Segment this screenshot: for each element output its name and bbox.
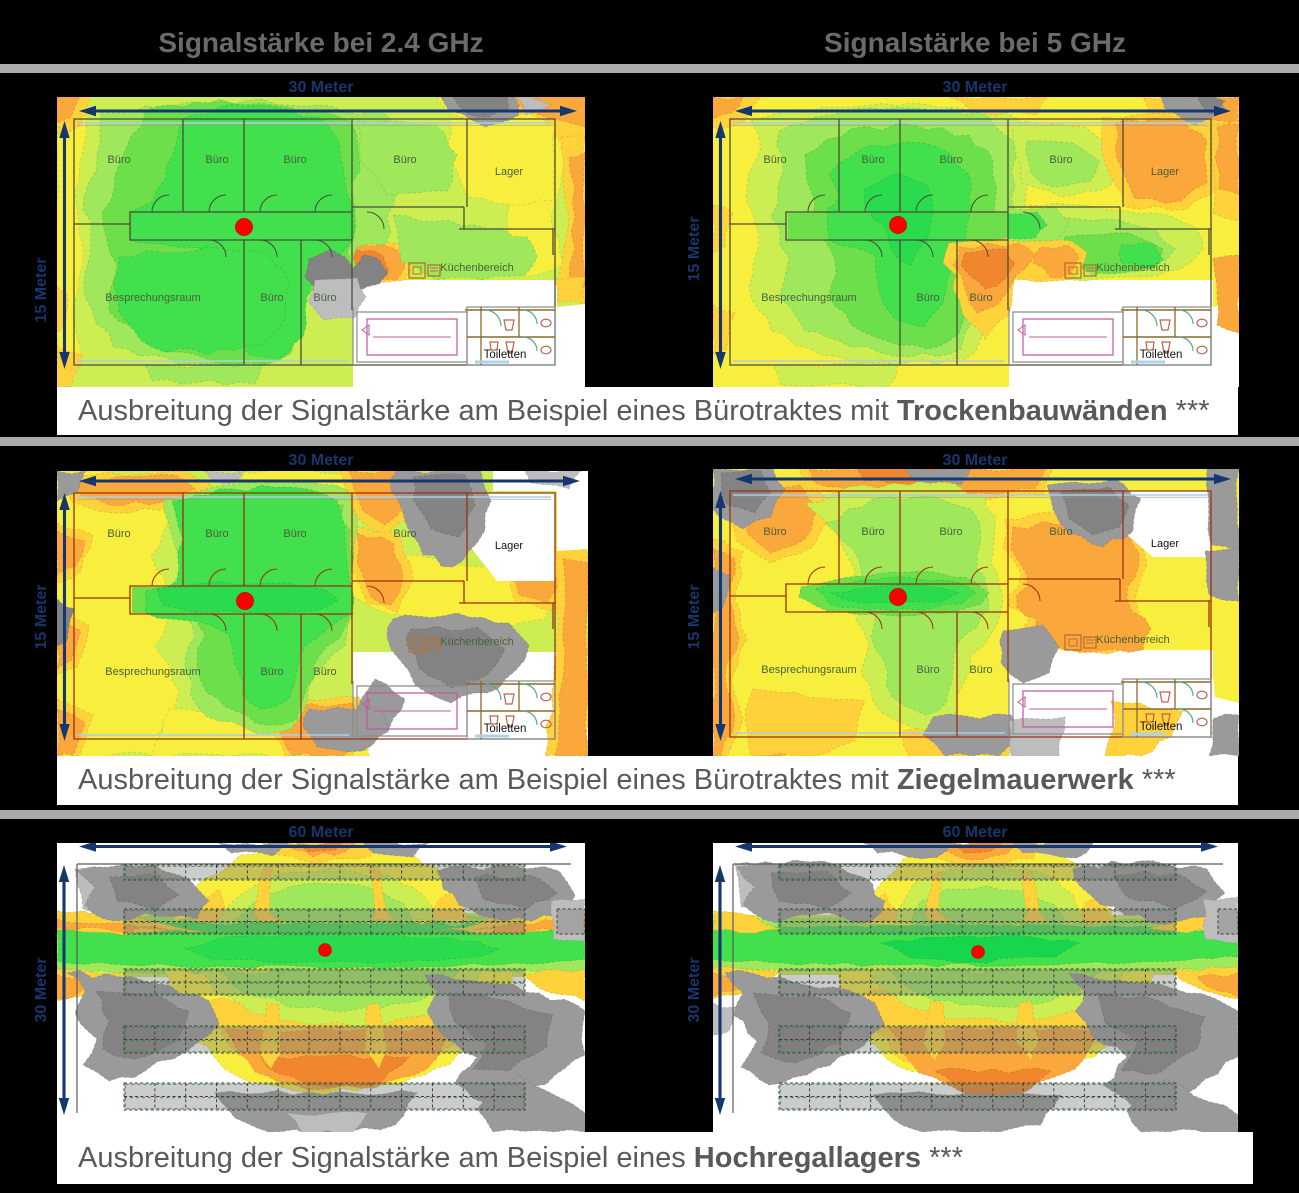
svg-text:Büro: Büro — [205, 528, 228, 540]
svg-text:Büro: Büro — [393, 528, 416, 540]
svg-text:Büro: Büro — [969, 292, 992, 304]
svg-text:Toiletten: Toiletten — [484, 723, 527, 735]
svg-text:Lager: Lager — [1151, 538, 1179, 550]
svg-text:Besprechungsraum: Besprechungsraum — [761, 292, 856, 304]
svg-text:Büro: Büro — [107, 154, 130, 166]
svg-text:Toiletten: Toiletten — [1140, 349, 1183, 361]
svg-text:Büro: Büro — [260, 666, 283, 678]
svg-text:Küchenbereich: Küchenbereich — [440, 262, 513, 274]
svg-text:Küchenbereich: Küchenbereich — [1096, 634, 1169, 646]
svg-text:Büro: Büro — [107, 528, 130, 540]
svg-text:Büro: Büro — [916, 664, 939, 676]
svg-text:Büro: Büro — [313, 666, 336, 678]
svg-text:Lager: Lager — [495, 166, 523, 178]
svg-text:Büro: Büro — [1049, 526, 1072, 538]
svg-text:Büro: Büro — [939, 526, 962, 538]
svg-text:Büro: Büro — [916, 292, 939, 304]
svg-text:Büro: Büro — [861, 154, 884, 166]
svg-text:Lager: Lager — [1151, 166, 1179, 178]
svg-text:Toiletten: Toiletten — [484, 349, 527, 361]
svg-text:Büro: Büro — [393, 154, 416, 166]
svg-text:Büro: Büro — [939, 154, 962, 166]
svg-text:Büro: Büro — [969, 664, 992, 676]
svg-text:Büro: Büro — [1049, 154, 1072, 166]
svg-text:Küchenbereich: Küchenbereich — [440, 636, 513, 648]
svg-text:Büro: Büro — [861, 526, 884, 538]
svg-text:Büro: Büro — [763, 526, 786, 538]
svg-text:Besprechungsraum: Besprechungsraum — [105, 292, 200, 304]
svg-text:Büro: Büro — [313, 292, 336, 304]
svg-text:Toiletten: Toiletten — [1140, 721, 1183, 733]
svg-text:Büro: Büro — [763, 154, 786, 166]
svg-text:Besprechungsraum: Besprechungsraum — [761, 664, 856, 676]
svg-text:Büro: Büro — [205, 154, 228, 166]
svg-text:Küchenbereich: Küchenbereich — [1096, 262, 1169, 274]
svg-text:Büro: Büro — [283, 528, 306, 540]
svg-text:Büro: Büro — [283, 154, 306, 166]
svg-text:Lager: Lager — [495, 540, 523, 552]
svg-text:Büro: Büro — [260, 292, 283, 304]
svg-text:Besprechungsraum: Besprechungsraum — [105, 666, 200, 678]
